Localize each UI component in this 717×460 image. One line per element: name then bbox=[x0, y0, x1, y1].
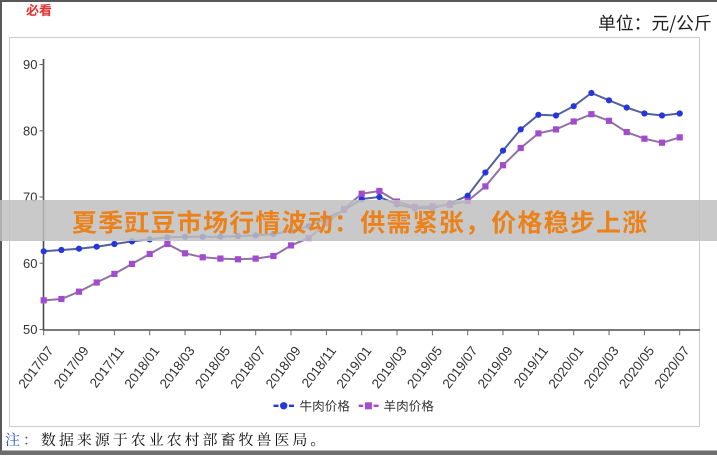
svg-text:80: 80 bbox=[23, 123, 37, 138]
svg-text:50: 50 bbox=[23, 322, 37, 337]
svg-text:60: 60 bbox=[23, 256, 37, 271]
svg-text:90: 90 bbox=[23, 57, 37, 72]
